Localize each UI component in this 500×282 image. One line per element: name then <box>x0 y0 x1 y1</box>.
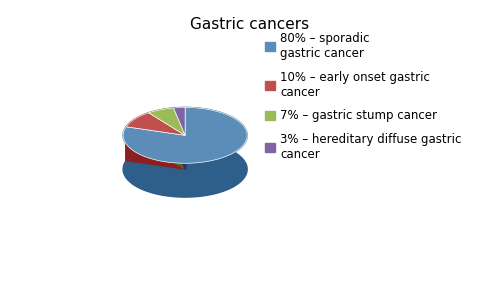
Text: Gastric cancers: Gastric cancers <box>190 17 310 32</box>
Polygon shape <box>174 108 185 169</box>
Polygon shape <box>148 108 174 147</box>
Polygon shape <box>174 107 185 142</box>
Polygon shape <box>126 113 185 135</box>
Legend: 80% – sporadic
gastric cancer, 10% – early onset gastric
cancer, 7% – gastric st: 80% – sporadic gastric cancer, 10% – ear… <box>262 28 466 164</box>
Polygon shape <box>148 108 185 135</box>
Polygon shape <box>174 107 185 135</box>
Polygon shape <box>126 127 185 169</box>
Ellipse shape <box>123 141 247 197</box>
Polygon shape <box>123 107 247 163</box>
Polygon shape <box>148 113 185 169</box>
Polygon shape <box>126 127 185 169</box>
Polygon shape <box>148 113 185 169</box>
Polygon shape <box>123 107 247 197</box>
Polygon shape <box>126 113 148 160</box>
Polygon shape <box>174 108 185 169</box>
